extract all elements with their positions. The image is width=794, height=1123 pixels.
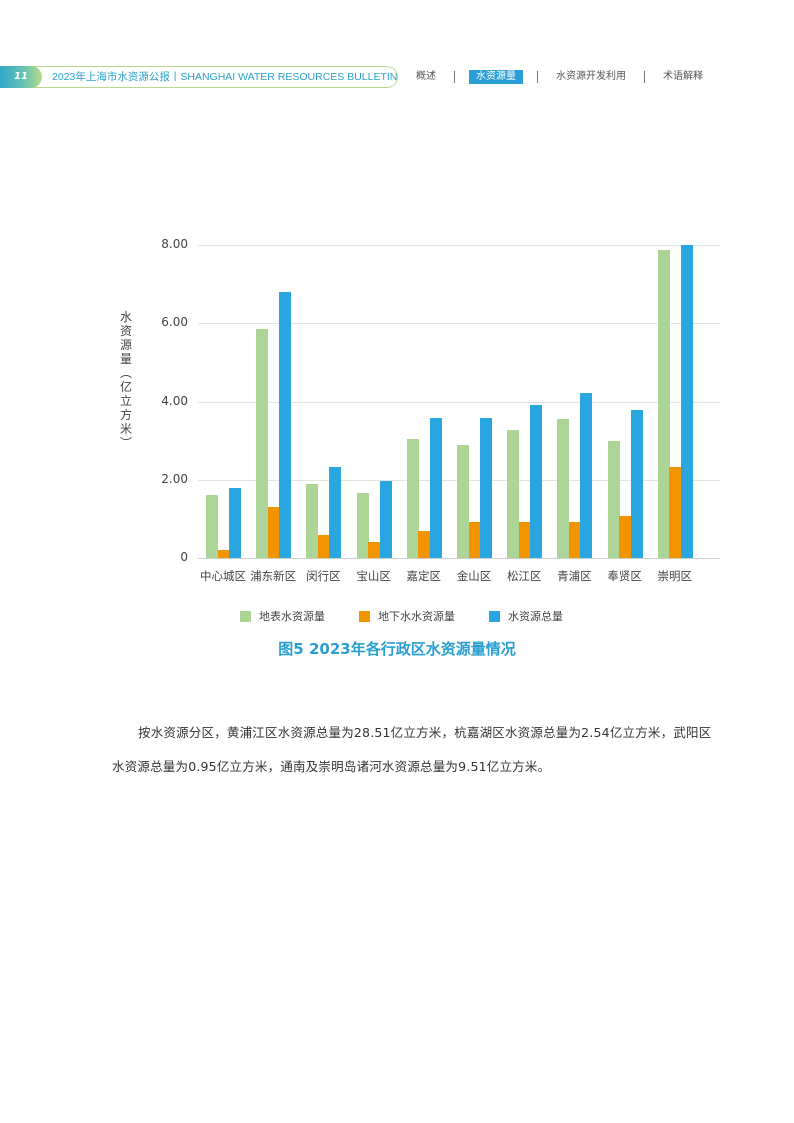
bar-ground	[217, 549, 230, 558]
bar-chart: 水资源量 ︵ 亿立方米 ︶ 0 2.00 4.00 6.00 8.00 中心城区 浦东新区 闵行区 宝…	[110, 230, 730, 590]
bar-total	[279, 291, 292, 558]
header-title-pill	[0, 66, 398, 88]
y-tick-label: 6.00	[161, 315, 188, 330]
bar-total	[530, 405, 543, 558]
bar-total	[229, 487, 241, 558]
nav-divider	[644, 71, 645, 83]
y-tick-label: 0	[180, 550, 188, 564]
x-tick-label: 金山区	[456, 569, 492, 583]
x-axis-line	[198, 558, 720, 559]
body-paragraph: 按水资源分区，黄浦江区水资源总量为28.51亿立方米，杭嘉湖区水资源总量为2.5…	[112, 725, 712, 774]
bar-total	[480, 417, 492, 558]
bar-ground	[317, 534, 330, 558]
bar-ground	[619, 516, 632, 558]
chart-legend: 地表水资源量 地下水水资源量 水资源总量	[240, 608, 597, 624]
legend-swatch-orange	[359, 610, 370, 622]
bar-total	[329, 466, 342, 558]
bar-surface	[206, 495, 218, 558]
y-tick-label: 2.00	[161, 471, 188, 486]
nav-development-use[interactable]: 水资源开发利用	[556, 71, 626, 82]
bar-ground	[267, 506, 280, 558]
legend-item-surface: 地表水资源量	[240, 608, 325, 624]
x-tick-label: 嘉定区	[406, 569, 442, 583]
gridline	[198, 245, 720, 246]
x-tick-label: 奉贤区	[607, 569, 642, 583]
legend-item-total: 水资源总量	[489, 608, 563, 624]
bar-ground	[669, 466, 682, 558]
gridline	[198, 323, 720, 325]
nav-glossary[interactable]: 术语解释	[663, 71, 703, 82]
legend-label: 水资源总量	[508, 610, 563, 623]
x-tick-label: 青浦区	[557, 569, 592, 583]
bar-total	[580, 392, 593, 558]
x-tick-label: 闵行区	[306, 569, 341, 583]
bar-ground	[468, 522, 481, 558]
nav-divider	[537, 71, 538, 83]
bar-surface	[457, 444, 469, 558]
y-tick-label: 4.00	[161, 393, 188, 408]
page-header: 11 2023年上海市水资源公报丨SHANGHAI WATER RESOURCE…	[0, 66, 794, 90]
gridline	[198, 401, 720, 403]
bar-surface	[356, 493, 369, 558]
y-axis-label: 水资源量 ︵ 亿立方米 ︶	[119, 310, 132, 450]
bar-total	[429, 417, 442, 558]
legend-swatch-green	[240, 610, 251, 622]
bulletin-title: 2023年上海市水资源公报丨SHANGHAI WATER RESOURCES B…	[52, 71, 398, 83]
x-tick-label: 宝山区	[356, 569, 391, 583]
bar-surface	[306, 484, 319, 558]
bar-total	[680, 245, 693, 558]
bar-total	[630, 410, 643, 558]
section-nav: 概述 水资源量 水资源开发利用 术语解释	[412, 66, 707, 88]
bar-ground	[518, 522, 531, 558]
bar-ground	[418, 531, 431, 558]
bar-ground	[568, 522, 581, 558]
y-tick-label: 8.00	[161, 237, 188, 251]
bar-surface	[256, 328, 269, 558]
bar-surface	[557, 418, 570, 558]
bar-surface	[607, 441, 620, 558]
nav-water-resources[interactable]: 水资源量	[469, 70, 523, 84]
x-tick-label: 中心城区	[200, 569, 246, 583]
page-number-badge: 11	[0, 66, 42, 88]
bar-surface	[406, 439, 419, 558]
bar-surface	[657, 250, 670, 558]
legend-item-ground: 地下水水资源量	[359, 608, 455, 624]
nav-overview[interactable]: 概述	[416, 71, 436, 82]
figure-caption: 图5 2023年各行政区水资源量情况	[278, 640, 516, 658]
bar-total	[379, 480, 392, 558]
legend-label: 地下水水资源量	[378, 610, 455, 623]
nav-divider	[454, 71, 455, 83]
x-tick-label: 松江区	[506, 569, 542, 583]
x-tick-label: 崇明区	[657, 569, 693, 583]
bar-ground	[368, 541, 381, 558]
legend-label: 地表水资源量	[259, 610, 325, 623]
bar-surface	[507, 430, 520, 558]
x-tick-label: 浦东新区	[250, 569, 297, 583]
legend-swatch-blue	[489, 610, 500, 622]
